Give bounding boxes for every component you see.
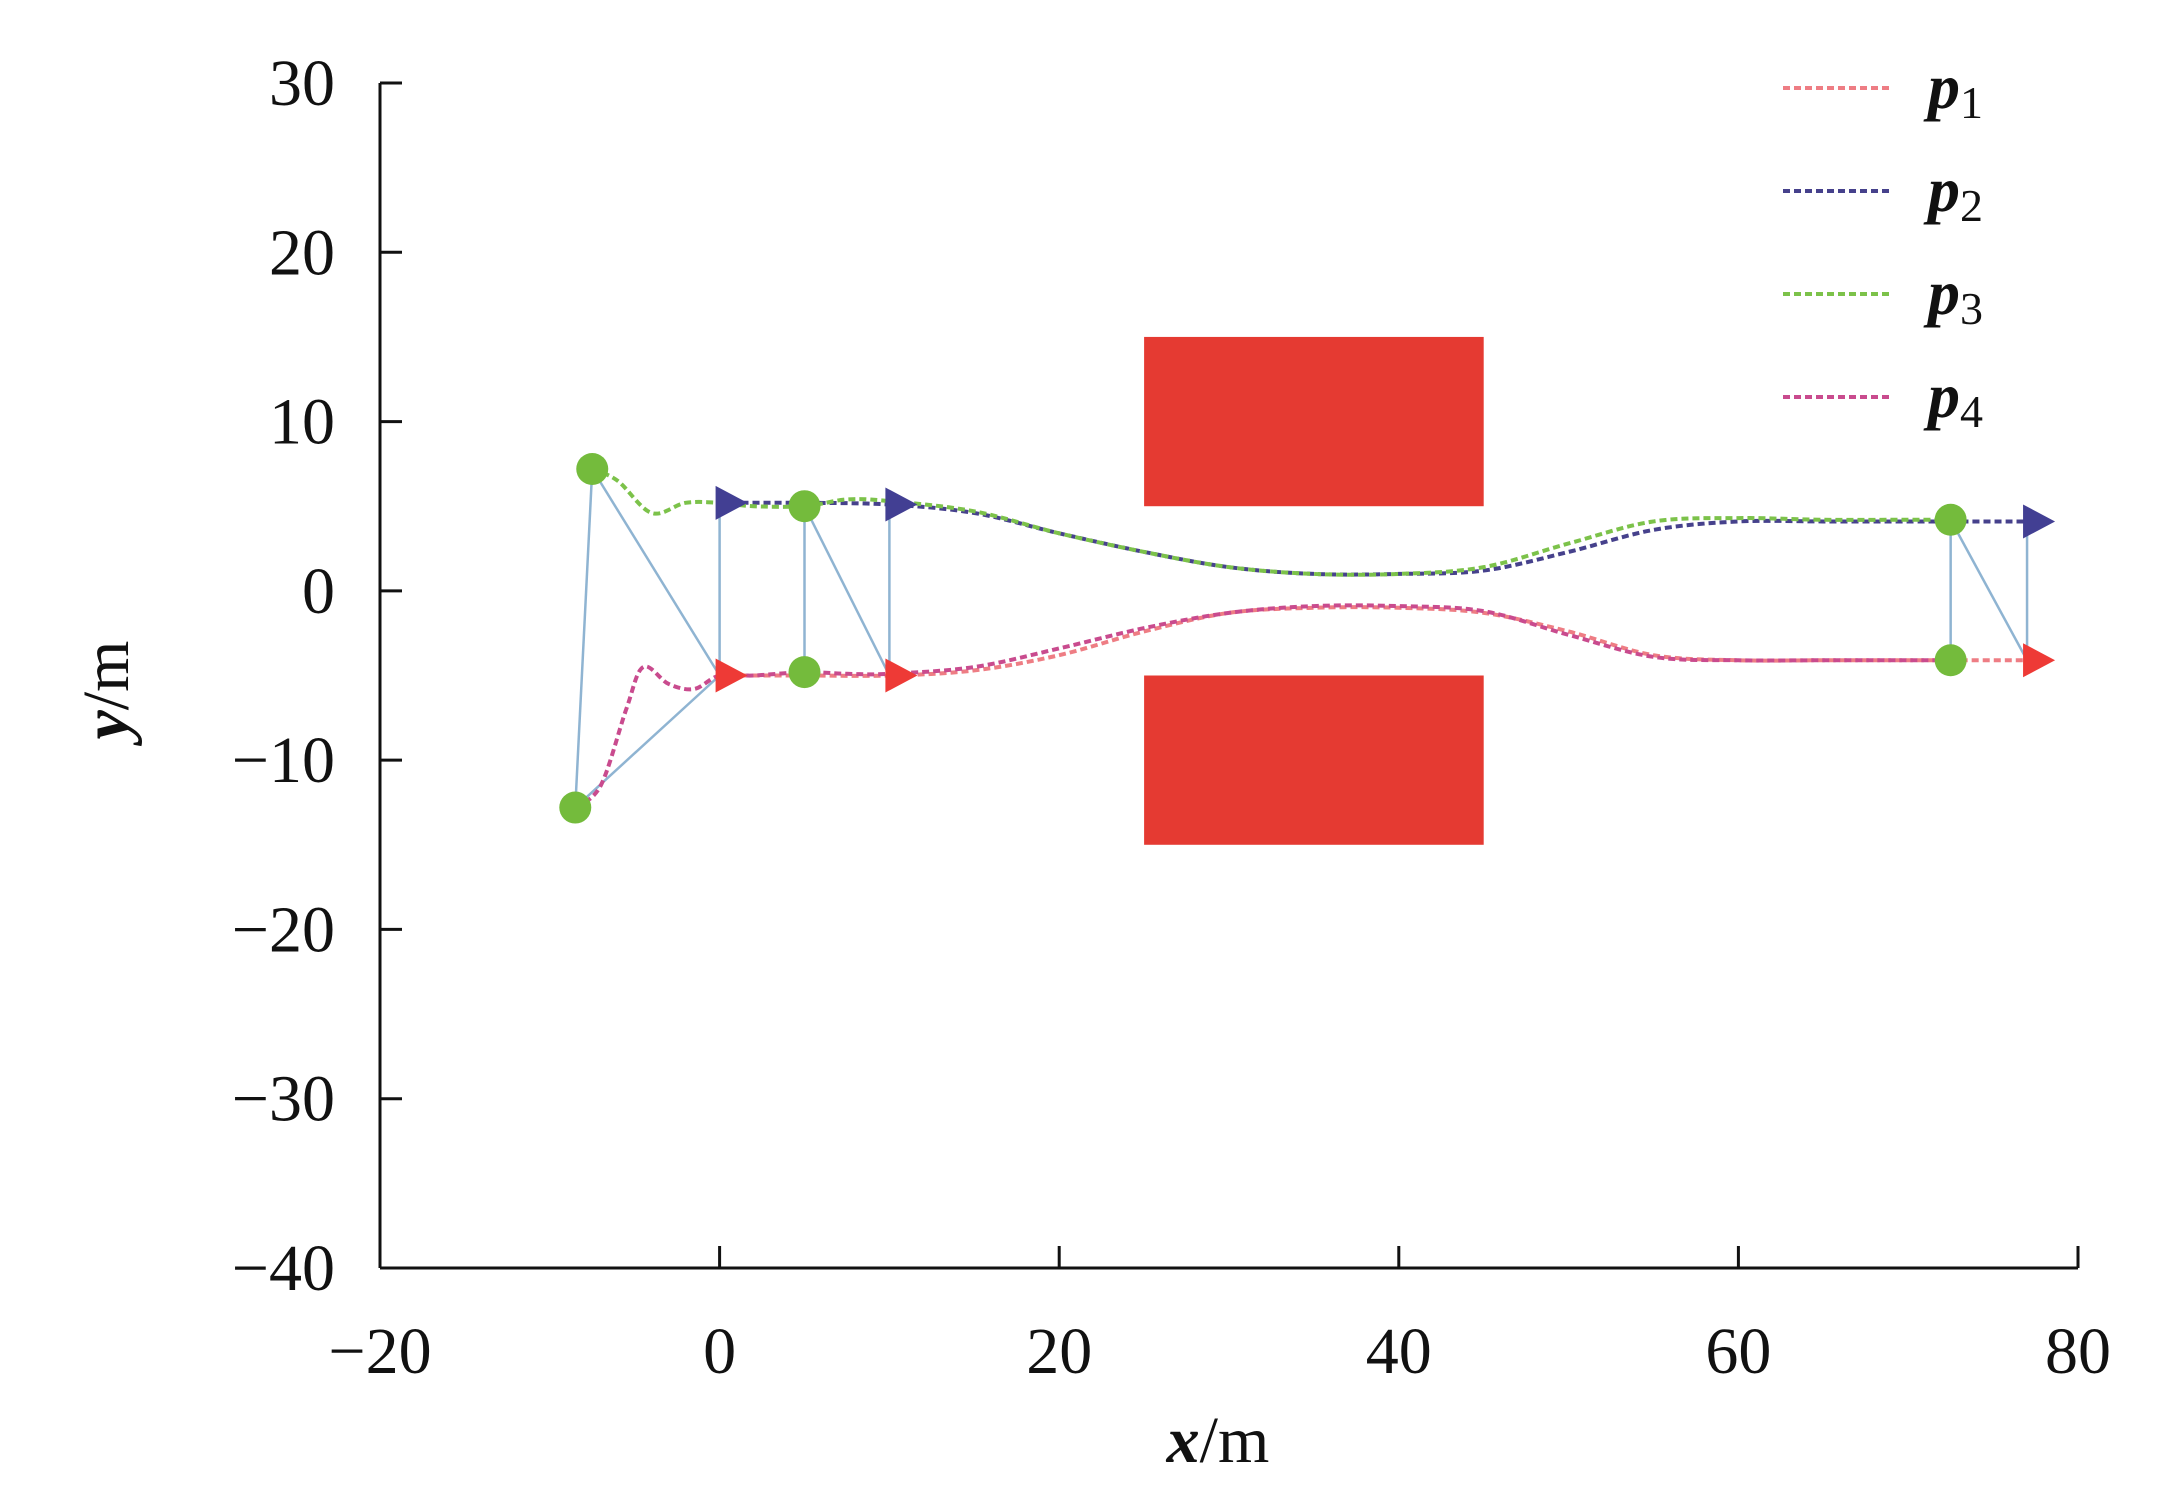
follower-marker-2	[559, 791, 592, 824]
x-tick-label-5: 80	[2045, 1315, 2111, 1388]
x-axis-title-unit: /m	[1200, 1404, 1270, 1477]
formation-link-1	[591, 468, 721, 677]
legend: p1 p2 p3 p4	[1783, 51, 1983, 437]
leader-marker-2	[885, 487, 918, 522]
series-line-p1	[719, 605, 2028, 678]
series-line-p2	[719, 500, 2028, 577]
follower-marker-3	[788, 490, 821, 523]
y-tick-label-6: 20	[269, 216, 335, 289]
x-tick-label-1: 0	[703, 1315, 736, 1388]
tick-layer: −20 0 20 40 60 80 −40 −30 −20 −10 0 10 20 30	[232, 47, 2111, 1388]
y-axis-title-var: y	[70, 709, 143, 746]
formation-link-3	[574, 674, 721, 809]
legend-label-p4: p4	[1923, 360, 1983, 437]
legend-label-p2: p2	[1923, 154, 1983, 231]
y-tick-label-7: 30	[269, 47, 335, 120]
legend-label-p3: p3	[1923, 257, 1983, 334]
y-axis-title-unit: /m	[70, 641, 143, 711]
y-tick-label-2: −20	[232, 893, 335, 966]
y-tick-label-4: 0	[302, 555, 335, 628]
x-tick-label-3: 40	[1366, 1315, 1432, 1388]
formation-link-2	[574, 468, 594, 808]
obstacle-1	[1144, 336, 1484, 507]
obstacle-2	[1144, 675, 1484, 845]
formation-link-6	[803, 505, 891, 677]
x-axis-title-var: x	[1166, 1404, 1200, 1477]
leader-marker-3	[2023, 504, 2056, 539]
x-tick-label-4: 60	[1705, 1315, 1771, 1388]
legend-label-p1: p1	[1923, 51, 1983, 128]
x-tick-label-2: 20	[1026, 1315, 1092, 1388]
y-tick-label-3: −10	[232, 724, 335, 797]
x-tick-label-0: −20	[328, 1315, 431, 1388]
follower-marker-1	[576, 452, 609, 485]
y-tick-label-0: −40	[232, 1232, 335, 1305]
follower-marker-4	[788, 656, 821, 689]
obstacle-layer	[1144, 336, 1484, 845]
follower-marker-5	[1934, 503, 1967, 536]
y-tick-label-5: 10	[269, 386, 335, 459]
axes	[378, 83, 2078, 1270]
follower-marker-6	[1934, 644, 1967, 677]
x-axis-title: x/m	[1166, 1404, 1270, 1477]
leader-marker-4	[715, 658, 748, 693]
y-axis-title: y/m	[70, 641, 143, 747]
y-tick-label-1: −30	[232, 1063, 335, 1136]
formation-link-9	[1949, 519, 2029, 661]
leader-marker-1	[715, 485, 748, 520]
leader-marker-6	[2023, 643, 2056, 678]
marker-layer	[559, 452, 2056, 824]
leader-marker-5	[885, 658, 918, 693]
series-line-p4	[573, 603, 1951, 810]
